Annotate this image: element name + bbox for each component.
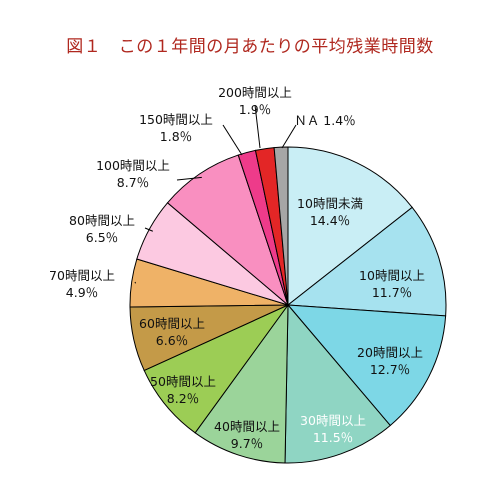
slice-label: 40時間以上 xyxy=(214,419,280,434)
slice-label: 50時間以上 xyxy=(150,374,216,389)
slice-label: 10時間以上 xyxy=(359,268,425,283)
leader-line xyxy=(176,176,202,181)
slice-value-label: 14.4％ xyxy=(310,213,350,228)
slice-label: 30時間以上 xyxy=(300,413,366,428)
slice-value-label: 9.7％ xyxy=(231,436,263,451)
pie-slice xyxy=(286,206,447,317)
slice-label: 150時間以上 xyxy=(139,112,213,127)
slice-value-label: 11.5％ xyxy=(313,430,353,445)
slice-label: 70時間以上 xyxy=(49,268,115,283)
pie-slice xyxy=(287,146,413,307)
slice-value-label: 8.2％ xyxy=(167,391,199,406)
slice-label: 60時間以上 xyxy=(139,316,205,331)
slice-value-label: 1.8％ xyxy=(160,129,192,144)
slice-label: 100時間以上 xyxy=(96,158,170,173)
slice-label: ＮＡ 1.4％ xyxy=(294,113,355,128)
leader-line xyxy=(281,124,297,149)
slice-value-label: 1.9％ xyxy=(239,102,271,117)
slice-value-label: 6.6％ xyxy=(156,333,188,348)
pie-slice xyxy=(284,303,391,464)
slice-value-label: 6.5％ xyxy=(86,230,118,245)
leader-line xyxy=(222,124,243,156)
leader-line xyxy=(144,227,154,232)
slice-labels: 10時間未満 14.4％ 10時間以上 11.7％ 20時間以上 12.7％ 30時間以上 1… xyxy=(49,85,425,451)
leader-line xyxy=(254,104,261,149)
slice-label: 20時間以上 xyxy=(357,345,423,360)
slice-label: 80時間以上 xyxy=(69,213,135,228)
slice-label: 10時間未満 xyxy=(297,196,363,211)
leader-lines xyxy=(134,104,297,284)
pie-slice xyxy=(286,304,447,427)
chart-title: 図１ この１年間の月あたりの平均残業時間数 xyxy=(66,37,434,57)
slice-value-label: 11.7％ xyxy=(372,285,412,300)
slice-value-label: 8.7％ xyxy=(117,175,149,190)
pie-slice xyxy=(166,154,290,307)
leader-line xyxy=(134,281,137,284)
slice-value-label: 12.7％ xyxy=(370,362,410,377)
pie-slices xyxy=(129,146,447,464)
pie-slice xyxy=(273,146,289,306)
pie-slice xyxy=(194,303,289,464)
slice-value-label: 4.9％ xyxy=(66,285,98,300)
slice-label: 200時間以上 xyxy=(218,85,292,100)
